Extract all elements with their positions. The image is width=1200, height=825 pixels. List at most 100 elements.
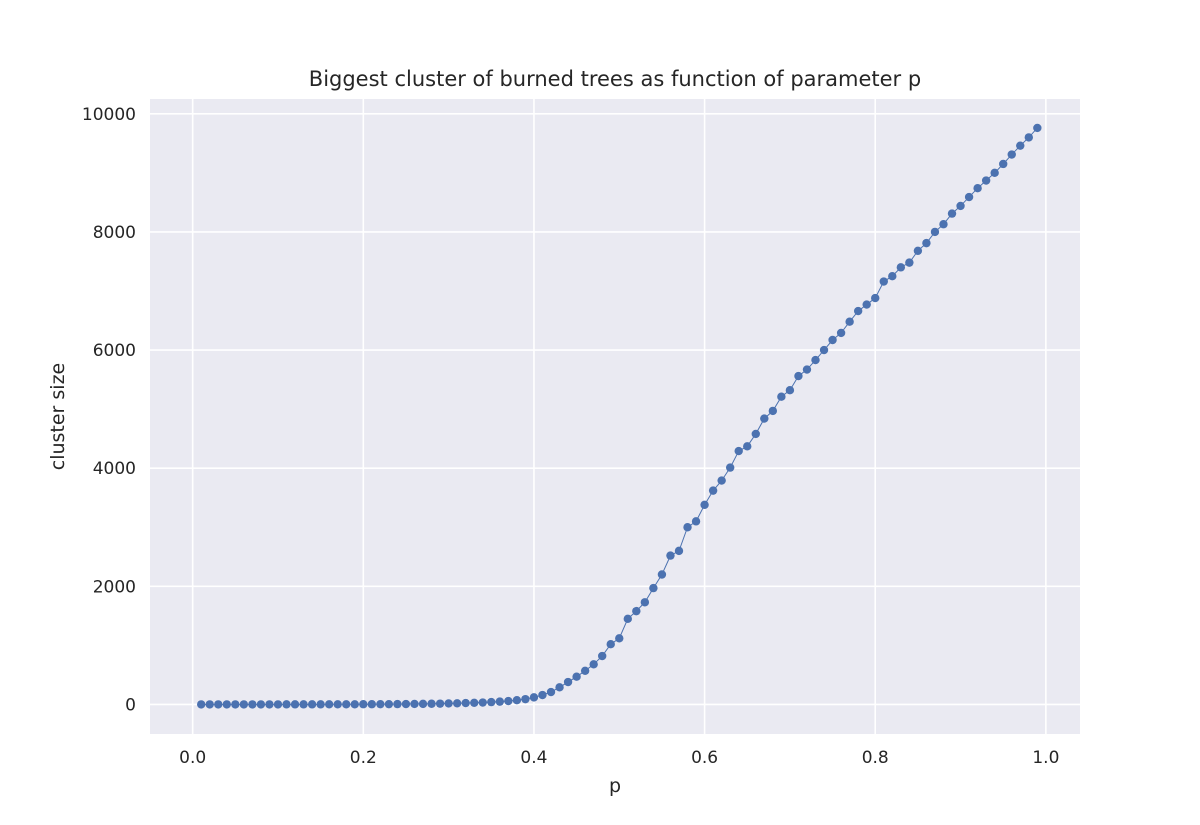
data-point — [393, 699, 402, 709]
y-axis-label: cluster size — [47, 363, 69, 471]
data-point — [751, 429, 760, 439]
data-point — [657, 570, 667, 579]
data-point — [725, 463, 735, 472]
data-point — [359, 700, 368, 709]
data-point — [956, 201, 965, 211]
data-point — [546, 687, 556, 697]
data-point — [896, 263, 906, 272]
y-tick-label: 4000 — [93, 459, 136, 479]
data-point — [615, 634, 624, 643]
data-point — [367, 700, 377, 709]
data-point — [435, 699, 445, 708]
data-point — [418, 699, 428, 709]
data-point — [376, 699, 385, 709]
data-point — [324, 700, 334, 709]
data-point — [1024, 133, 1034, 142]
data-point — [512, 696, 522, 705]
data-point — [922, 238, 931, 248]
data-point — [913, 246, 923, 256]
data-point — [529, 693, 539, 702]
data-point — [290, 700, 300, 709]
data-point — [1016, 141, 1025, 150]
data-point — [632, 606, 641, 616]
x-axis-label: p — [609, 775, 621, 797]
data-point — [461, 698, 470, 708]
data-point — [905, 258, 914, 267]
data-point — [555, 683, 564, 692]
data-point — [768, 406, 778, 416]
data-point — [973, 183, 982, 193]
x-tick-label: 0.8 — [862, 748, 889, 768]
data-point — [674, 546, 684, 556]
data-point — [538, 690, 547, 700]
data-point — [888, 272, 897, 281]
data-point — [871, 293, 880, 303]
data-point — [563, 677, 573, 687]
data-point — [427, 699, 436, 708]
y-tick-label: 2000 — [93, 577, 136, 597]
data-point — [265, 700, 274, 709]
x-axis: 0.0 0.2 0.4 0.6 0.8 1.0 — [179, 748, 1059, 768]
series-layer — [196, 123, 1042, 709]
data-point — [205, 700, 214, 709]
chart-title: Biggest cluster of burned trees as funct… — [309, 67, 921, 91]
data-point — [836, 328, 846, 338]
data-point — [470, 698, 479, 708]
data-point — [683, 523, 692, 532]
y-tick-label: 10000 — [82, 105, 136, 125]
x-tick-label: 0.2 — [350, 748, 377, 768]
data-point — [947, 209, 957, 218]
data-point — [930, 227, 940, 237]
data-point — [231, 700, 240, 709]
data-point — [666, 551, 675, 560]
data-point — [256, 700, 266, 709]
data-point — [811, 355, 820, 365]
x-tick-label: 0.0 — [179, 748, 206, 768]
data-point — [990, 168, 999, 178]
data-point — [495, 697, 505, 706]
data-point — [580, 666, 590, 675]
data-point — [350, 700, 359, 709]
data-point — [478, 698, 487, 707]
data-point — [717, 476, 726, 485]
data-point — [777, 392, 786, 401]
data-point — [785, 386, 795, 395]
data-point — [196, 700, 206, 709]
data-point — [853, 306, 863, 316]
x-tick-label: 0.4 — [520, 748, 547, 768]
y-tick-label: 8000 — [93, 223, 136, 243]
data-point — [598, 651, 607, 661]
data-point — [802, 365, 812, 374]
data-point — [879, 277, 888, 286]
data-point — [649, 583, 658, 593]
data-point — [819, 345, 829, 355]
data-point — [248, 700, 257, 709]
y-tick-label: 6000 — [93, 341, 136, 361]
data-point — [487, 697, 496, 707]
data-point — [384, 699, 394, 709]
x-tick-label: 1.0 — [1032, 748, 1059, 768]
data-point — [691, 517, 701, 526]
data-point — [1007, 150, 1016, 159]
y-axis: 0 2000 4000 6000 8000 10000 — [82, 105, 136, 716]
data-point — [521, 694, 530, 704]
data-point — [401, 699, 411, 709]
data-point — [939, 220, 948, 229]
data-point — [708, 486, 718, 495]
data-point — [743, 442, 752, 451]
data-point — [999, 159, 1008, 169]
data-point — [504, 696, 513, 706]
data-point — [845, 317, 854, 326]
data-point — [410, 699, 419, 709]
data-point — [700, 500, 709, 510]
data-point — [606, 640, 615, 649]
data-point — [214, 700, 223, 709]
data-point — [828, 335, 837, 345]
data-point — [282, 700, 291, 709]
data-point — [964, 192, 974, 202]
data-point — [734, 446, 743, 456]
plot-area — [150, 99, 1080, 734]
data-point — [307, 700, 317, 709]
y-tick-label: 0 — [125, 695, 136, 715]
x-tick-label: 0.6 — [691, 748, 718, 768]
